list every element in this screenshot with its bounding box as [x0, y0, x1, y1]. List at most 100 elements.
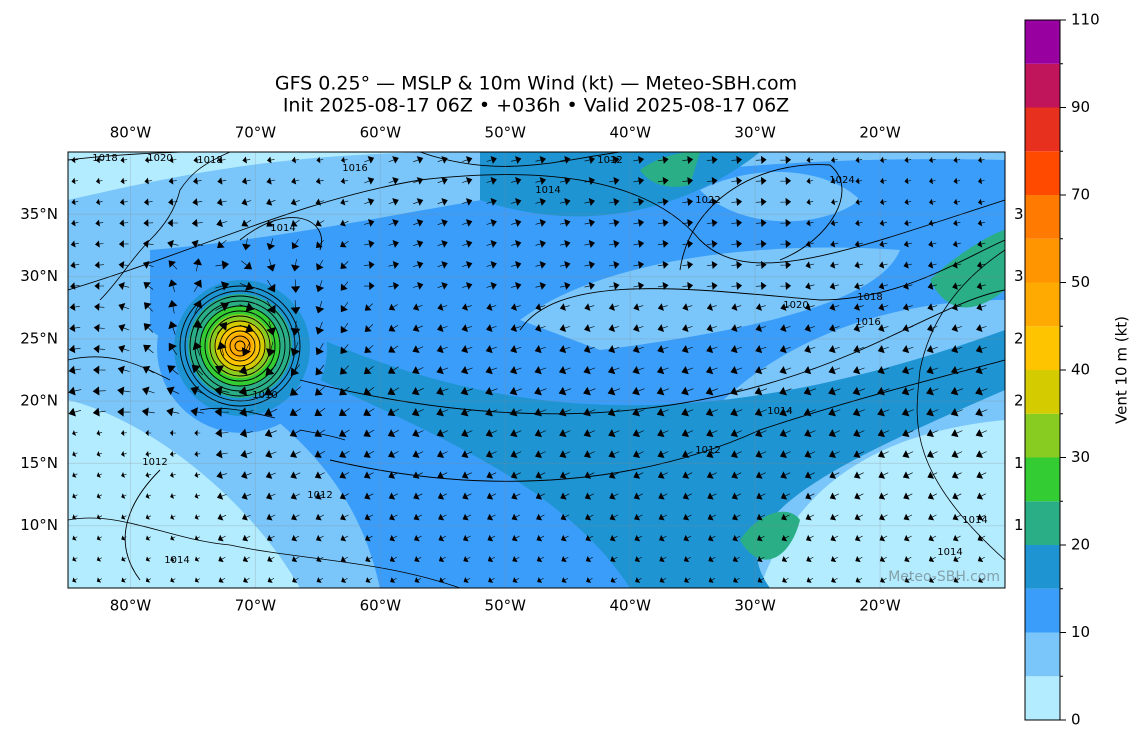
wind-arrow [904, 577, 912, 583]
wind-arrow [755, 281, 767, 291]
wind-arrow [363, 450, 375, 458]
wind-arrow [143, 239, 154, 248]
colorbar-tick-label: 70 [1071, 186, 1090, 204]
wind-arrow [608, 324, 620, 332]
wind-arrow [953, 156, 961, 164]
wind-arrow [583, 365, 596, 375]
wind-field [740, 511, 800, 560]
wind-arrow [780, 239, 792, 249]
wind-arrow [364, 345, 374, 354]
wind-arrow [732, 534, 741, 542]
wind-arrow [806, 219, 814, 227]
wind-arrow [438, 534, 447, 542]
lon-label: 60°W [360, 124, 402, 142]
wind-arrow [535, 197, 546, 206]
wind-arrow [952, 261, 962, 269]
wind-arrow [193, 299, 203, 314]
wind-arrow [534, 345, 546, 354]
wind-arrow [757, 556, 765, 563]
wind-arrow [238, 386, 254, 396]
wind-arrow [388, 219, 399, 227]
wind-arrow [72, 472, 78, 478]
wind-arrow [558, 365, 571, 375]
wind-arrow [681, 386, 694, 396]
wind-arrow [387, 429, 399, 438]
wind-arrow [266, 258, 276, 272]
wind-arrow [730, 429, 743, 438]
wind-arrow [632, 450, 644, 459]
wind-arrow [364, 177, 375, 185]
wind-arrow [437, 177, 448, 185]
lat-label: 35°N [20, 205, 58, 223]
wind-arrow [632, 429, 645, 438]
wind-arrow [586, 577, 593, 583]
wind-arrow [878, 492, 888, 500]
wind-arrow [682, 197, 694, 207]
wind-arrow [242, 534, 251, 542]
wind-field [300, 330, 1005, 588]
wind-arrow [681, 450, 693, 459]
wind-arrow [706, 303, 717, 311]
wind-arrow [315, 198, 325, 206]
wind-arrow [535, 218, 546, 227]
isobar-label: 1016 [855, 317, 880, 328]
wind-arrow [755, 471, 766, 479]
lat-label: 35°N [1014, 205, 1052, 223]
wind-arrow [706, 471, 717, 479]
wind-arrow [634, 534, 643, 542]
wind-arrow [904, 156, 912, 164]
wind-arrow [70, 240, 79, 248]
wind-arrow [292, 577, 299, 583]
wind-arrow [755, 260, 767, 270]
wind-arrow [633, 303, 644, 311]
wind-arrow [340, 302, 349, 313]
wind-arrow [928, 219, 936, 227]
wind-arrow [559, 324, 571, 332]
lon-label: 60°W [360, 597, 402, 615]
wind-arrow [192, 320, 203, 336]
wind-arrow [217, 177, 227, 185]
wind-arrow [657, 303, 668, 311]
wind-arrow [878, 471, 889, 479]
wind-arrow [803, 365, 816, 375]
wind-arrow [413, 534, 422, 542]
wind-arrow [535, 492, 545, 500]
wind-arrow [412, 366, 424, 375]
wind-arrow [170, 535, 176, 541]
wind-arrow [754, 386, 768, 396]
wind-arrow [437, 219, 448, 227]
wind-arrow [928, 156, 936, 164]
wind-arrow [633, 471, 644, 479]
wind-arrow [241, 492, 252, 500]
wind-arrow [218, 577, 226, 583]
wind-arrow [169, 450, 176, 458]
wind-arrow [706, 281, 718, 291]
wind-arrow [633, 281, 645, 290]
wind-arrow [975, 386, 988, 396]
wind-arrow [289, 408, 302, 417]
wind-arrow [438, 556, 446, 563]
wind-arrow [926, 386, 939, 396]
wind-arrow [779, 429, 792, 438]
isobar [204, 310, 276, 382]
wind-arrow [559, 429, 571, 438]
wind-arrow [461, 303, 472, 311]
wind-arrow [118, 302, 130, 311]
wind-arrow [340, 156, 348, 164]
wind-arrow [683, 513, 692, 521]
wind-arrow [192, 341, 203, 357]
wind-arrow [510, 303, 521, 311]
wind-arrow [951, 429, 963, 438]
wind-arrow [559, 471, 570, 479]
wind-arrow [485, 450, 497, 459]
wind-arrow [976, 303, 987, 311]
wind-arrow [731, 176, 743, 186]
wind-arrow [218, 556, 226, 563]
wind-arrow [72, 556, 78, 562]
wind-arrow [756, 513, 766, 521]
wind-arrow [364, 324, 374, 332]
wind-arrow [610, 577, 618, 583]
wind-arrow [610, 556, 618, 563]
wind-arrow [805, 261, 815, 269]
